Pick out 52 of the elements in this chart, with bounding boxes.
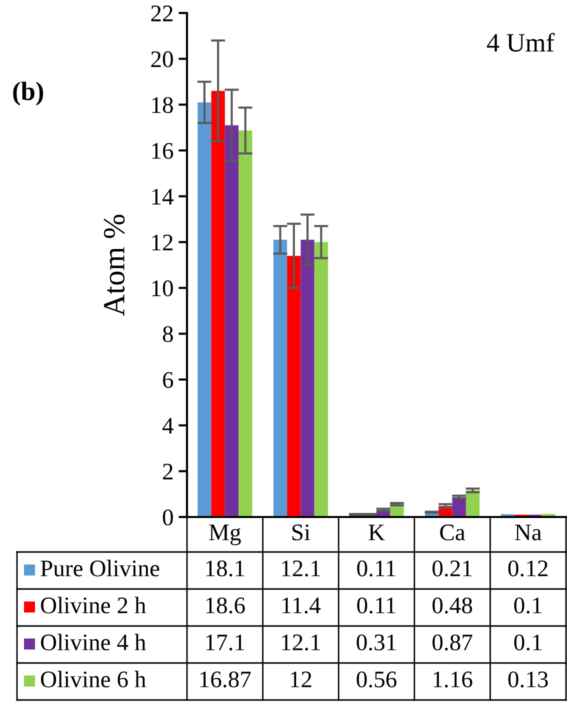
text: (b) (13, 82, 44, 106)
x-tick-label: Na (515, 524, 542, 540)
y-tick-label: 12 (152, 234, 173, 250)
y-tick-label: 6 (163, 372, 174, 388)
y-tick-label: 22 (151, 6, 173, 22)
data-label: 0.12 (508, 560, 548, 577)
data-label: 12 (290, 672, 312, 688)
x-tick-label: Ca (440, 524, 466, 540)
data-label: 0.1 (514, 597, 542, 614)
legend-label: Olivine 4 h (40, 634, 146, 650)
data-label: 0.48 (432, 597, 472, 614)
x-tick-label: Si (292, 524, 310, 540)
y-tick-label: 20 (151, 51, 173, 68)
bar (300, 240, 314, 517)
data-label: 0.11 (357, 560, 396, 577)
bar (287, 256, 301, 517)
y-tick-label: 2 (163, 464, 173, 480)
data-label: 0.1 (514, 634, 542, 651)
data-label: 18.6 (206, 597, 245, 614)
y-tick-label: 18 (152, 97, 173, 114)
bar (211, 90, 225, 517)
data-label: 0.31 (356, 634, 396, 651)
data-label: 0.13 (508, 671, 548, 688)
x-tick-label: K (368, 524, 385, 540)
data-label: 17.1 (206, 634, 244, 651)
legend-label: Pure Olivine (40, 560, 160, 576)
bar (224, 125, 239, 517)
x-tick-label: Mg (209, 524, 241, 546)
data-label: 0.56 (356, 671, 396, 688)
data-label: 0.21 (432, 560, 472, 577)
bar (198, 102, 212, 517)
y-tick-label: 4 (162, 418, 174, 434)
y-tick-label: 10 (152, 280, 173, 296)
legend-label: Olivine 2 h (40, 596, 146, 614)
y-axis-title: Atom % (104, 214, 125, 316)
y-tick-label: 0 (162, 509, 173, 526)
data-label: 1.16 (434, 672, 472, 688)
y-tick-label: 16 (152, 143, 174, 159)
legend-label: Olivine 6 h (40, 670, 146, 688)
data-label: 12.1 (282, 634, 320, 651)
bar (238, 130, 252, 517)
bar (273, 240, 288, 517)
annotation: 4 Umf (486, 32, 555, 52)
data-label: 11.4 (282, 598, 321, 614)
data-label: 16.87 (200, 671, 251, 688)
y-tick-label: 8 (162, 326, 173, 342)
data-label: 18.1 (206, 560, 244, 577)
bar (314, 242, 328, 517)
data-label: 0.87 (432, 634, 472, 651)
data-label: 12.1 (282, 560, 320, 577)
y-tick-label: 14 (152, 188, 174, 204)
data-label: 0.11 (357, 597, 396, 614)
